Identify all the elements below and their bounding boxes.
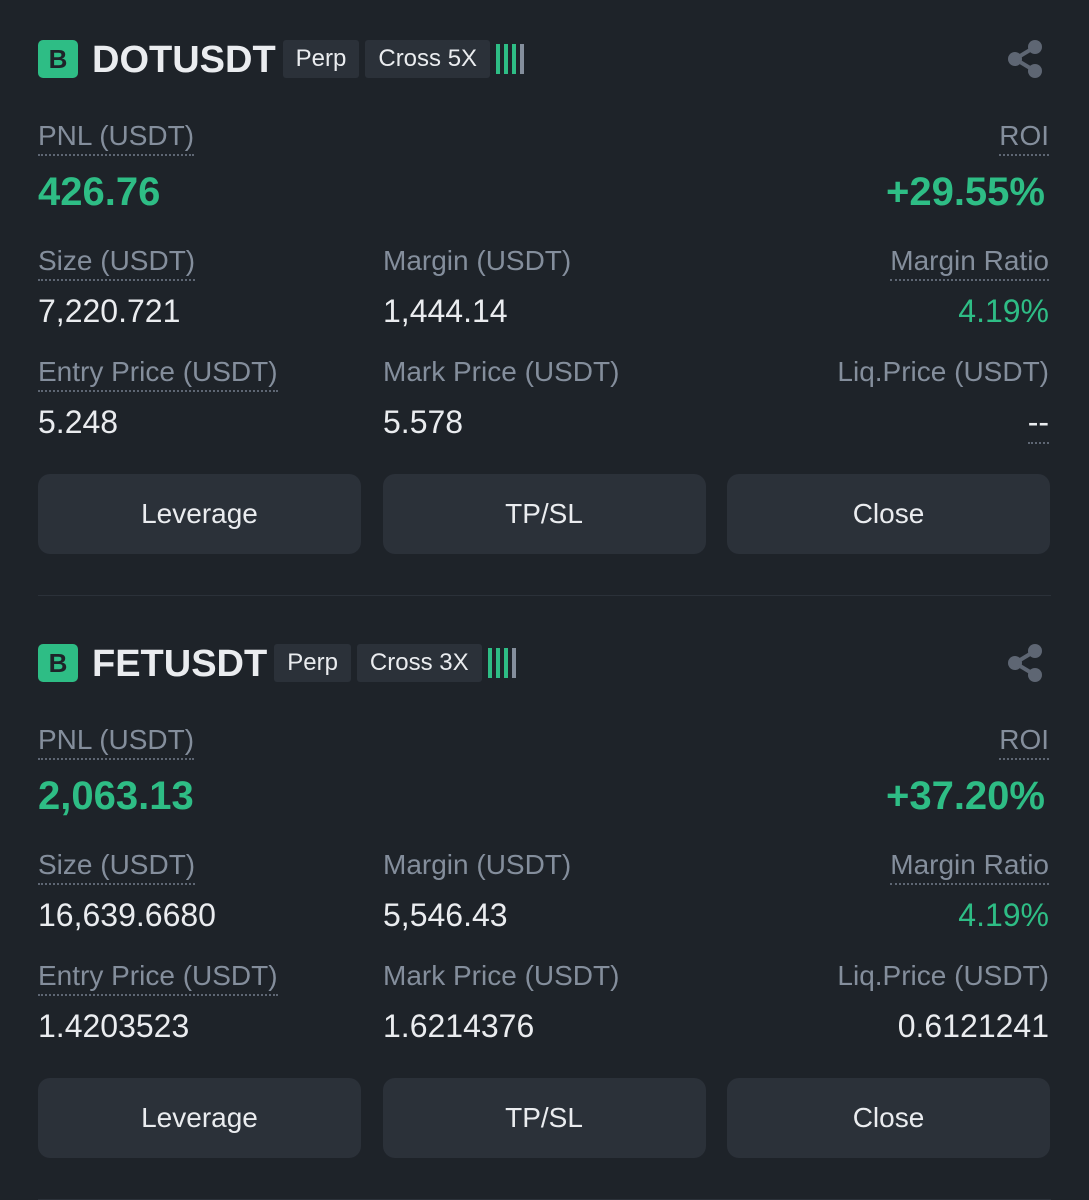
- action-button[interactable]: Close: [727, 1078, 1050, 1158]
- signal-bar: [496, 44, 501, 74]
- symbol: DOTUSDT: [92, 39, 276, 81]
- field-value: 7,220.721: [38, 293, 181, 329]
- share-icon: [1008, 644, 1042, 682]
- pnl-label: PNL (USDT): [38, 722, 195, 760]
- field-label: Size (USDT): [38, 243, 196, 281]
- pnl-value: 2,063.13: [38, 774, 194, 818]
- field-value: 1.4203523: [38, 1008, 190, 1044]
- action-button[interactable]: Leverage: [38, 1078, 361, 1158]
- field-label: Margin Ratio: [890, 243, 1049, 281]
- signal-bar: [487, 648, 492, 678]
- field-label: Liq.Price (USDT): [837, 356, 1049, 387]
- tag: Cross 3X: [356, 644, 482, 682]
- field-label: Mark Price (USDT): [383, 356, 620, 387]
- field-label: Entry Price (USDT): [38, 354, 278, 392]
- side-badge: B: [38, 644, 78, 682]
- signal-icon: [487, 648, 522, 678]
- field-value: 5.578: [383, 404, 464, 440]
- signal-bar: [520, 44, 525, 74]
- signal-bar: [512, 44, 517, 74]
- field-value: 4.19%: [958, 897, 1049, 933]
- pnl-label: PNL (USDT): [38, 118, 195, 156]
- signal-bar: [511, 648, 516, 678]
- signal-bar: [495, 648, 500, 678]
- side-badge: B: [38, 40, 78, 78]
- pnl-value: 426.76: [38, 170, 161, 214]
- signal-bar: [504, 44, 509, 74]
- divider: [38, 595, 1051, 596]
- share-button[interactable]: [1004, 642, 1046, 684]
- action-button[interactable]: TP/SL: [382, 1078, 706, 1158]
- field-value: 4.19%: [958, 293, 1049, 329]
- tag: Perp: [282, 40, 360, 78]
- action-button[interactable]: TP/SL: [382, 474, 706, 554]
- action-button[interactable]: Leverage: [38, 474, 361, 554]
- roi-label: ROI: [999, 722, 1049, 760]
- field-value: 5.248: [38, 404, 119, 440]
- symbol: FETUSDT: [92, 643, 268, 685]
- field-value: 1,444.14: [383, 293, 508, 329]
- field-label: Margin Ratio: [890, 847, 1049, 885]
- field-value: 5,546.43: [383, 897, 508, 933]
- tag: Cross 5X: [365, 40, 491, 78]
- field-label: Mark Price (USDT): [383, 960, 620, 991]
- roi-value: +37.20%: [885, 774, 1045, 818]
- field-value: 16,639.6680: [38, 897, 216, 933]
- field-label: Entry Price (USDT): [38, 958, 278, 996]
- field-label: Margin (USDT): [383, 849, 572, 880]
- roi-value: +29.55%: [885, 170, 1045, 214]
- roi-label: ROI: [999, 118, 1049, 156]
- field-label: Liq.Price (USDT): [837, 960, 1049, 991]
- action-button[interactable]: Close: [727, 474, 1050, 554]
- signal-icon: [496, 44, 530, 74]
- field-label: Margin (USDT): [383, 245, 572, 276]
- share-button[interactable]: [1004, 38, 1046, 80]
- field-value: --: [1027, 402, 1049, 444]
- field-value: 1.6214376: [383, 1008, 535, 1044]
- tag: Perp: [274, 644, 351, 682]
- signal-bar: [503, 648, 508, 678]
- field-label: Size (USDT): [38, 847, 196, 885]
- share-icon: [1008, 40, 1042, 78]
- field-value: 0.6121241: [897, 1008, 1049, 1044]
